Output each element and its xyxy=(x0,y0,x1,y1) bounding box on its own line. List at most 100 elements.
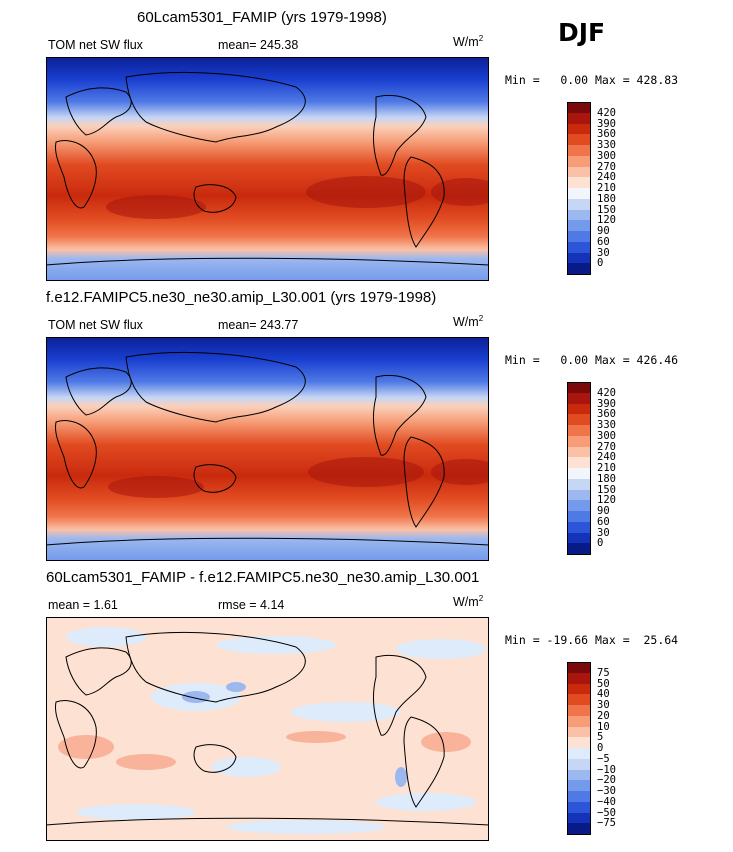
colorbar-tick-label: −75 xyxy=(597,817,616,830)
colorbar-swatch xyxy=(567,198,591,210)
colorbar-swatch xyxy=(567,726,591,738)
colorbar-swatch xyxy=(567,102,591,114)
unit-label: W/m2 xyxy=(453,594,484,610)
colorbar-swatch xyxy=(567,705,591,717)
colorbar-swatch xyxy=(567,769,591,781)
colorbar-tick-label: 420 xyxy=(597,106,616,119)
colorbar-tick-label: 50 xyxy=(597,677,610,690)
colorbar-tick-label: 390 xyxy=(597,397,616,410)
colorbar-tick-label: −30 xyxy=(597,785,616,797)
colorbar-swatch xyxy=(567,231,591,243)
unit-label: W/m2 xyxy=(453,34,484,50)
variable-label: TOM net SW flux xyxy=(48,318,143,332)
colorbar-tick-label: 150 xyxy=(597,203,616,216)
colorbar-tick-label: 90 xyxy=(597,225,610,237)
colorbar-tick-label: 0 xyxy=(597,537,604,550)
colorbar-swatch xyxy=(567,532,591,544)
colorbar-tick-label: 120 xyxy=(597,494,616,507)
colorbar-tick-label: 360 xyxy=(597,128,616,141)
positive-anomalies xyxy=(58,731,471,770)
colorbar-tick-label: 40 xyxy=(597,688,610,701)
colorbar-tick-label: 360 xyxy=(597,408,616,421)
colorbar: 75 50 40 30 20 10 5 0 −5 −10 −20 −30 −40 −50 −75 xyxy=(567,662,616,835)
colorbar-tick-label: 330 xyxy=(597,419,616,431)
colorbar-swatch xyxy=(567,112,591,124)
variable-label: TOM net SW flux xyxy=(48,38,143,52)
colorbar-tick-label: 0 xyxy=(597,742,604,754)
colorbar-swatch xyxy=(567,414,591,426)
colorbar-swatch xyxy=(567,468,591,480)
panel-title: f.e12.FAMIPC5.ne30_ne30.amip_L30.001 (yr… xyxy=(46,289,437,306)
colorbar-tick-label: 30 xyxy=(597,699,610,711)
colorbar-swatch xyxy=(567,500,591,512)
colorbar-swatch xyxy=(567,145,591,157)
colorbar-tick-label: −40 xyxy=(597,795,616,808)
colorbar-swatch xyxy=(567,521,591,533)
colorbar-tick-label: −10 xyxy=(597,763,616,776)
stronger-negative xyxy=(182,682,407,787)
colorbar-swatch xyxy=(567,694,591,706)
colorbar-swatch xyxy=(567,478,591,490)
season-label: DJF xyxy=(558,18,606,47)
colorbar-tick-label: −5 xyxy=(597,752,610,765)
min-max-label: Min = -19.66 Max = 25.64 xyxy=(505,633,679,647)
colorbar-tick-label: 90 xyxy=(597,505,610,517)
map-plot xyxy=(46,617,489,841)
colorbar-swatch xyxy=(567,672,591,684)
colorbar-swatch xyxy=(567,435,591,447)
colorbar-tick-label: 420 xyxy=(597,386,616,399)
colorbar-tick-label: 270 xyxy=(597,440,616,453)
colorbar-tick-label: 300 xyxy=(597,149,616,162)
panel-title: 60Lcam5301_FAMIP (yrs 1979-1998) xyxy=(137,9,387,26)
colorbar-swatch xyxy=(567,263,591,275)
colorbar-swatch xyxy=(567,758,591,770)
dark-bands xyxy=(106,176,489,219)
colorbar: 420 390 360 330 300 270 240 210 180 150 120 90 60 30 0 xyxy=(567,102,616,275)
colorbar-tick-label: 270 xyxy=(597,160,616,173)
colorbar-tick-label: 30 xyxy=(597,526,610,539)
colorbar: 420 390 360 330 300 270 240 210 180 150 120 90 60 30 0 xyxy=(567,382,616,555)
colorbar-swatch xyxy=(567,812,591,824)
colorbar-swatch xyxy=(567,543,591,555)
colorbar-swatch xyxy=(567,737,591,749)
unit-label: W/m2 xyxy=(453,314,484,330)
colorbar-swatch xyxy=(567,134,591,146)
colorbar-tick-label: 330 xyxy=(597,139,616,151)
map-plot xyxy=(46,57,489,281)
colorbar-tick-label: 150 xyxy=(597,483,616,496)
colorbar-swatch xyxy=(567,155,591,167)
colorbar-swatch xyxy=(567,220,591,232)
colorbar-tick-label: 210 xyxy=(597,462,616,474)
panel-title: 60Lcam5301_FAMIP - f.e12.FAMIPC5.ne30_ne… xyxy=(46,569,480,586)
colorbar-swatch xyxy=(567,780,591,792)
colorbar-swatch xyxy=(567,392,591,404)
colorbar-swatch xyxy=(567,511,591,523)
colorbar-swatch xyxy=(567,715,591,727)
rmse-label: rmse = 4.14 xyxy=(218,598,285,612)
colorbar-tick-label: 180 xyxy=(597,472,616,485)
colorbar-swatch xyxy=(567,662,591,674)
colorbar-swatch xyxy=(567,791,591,803)
colorbar-swatch xyxy=(567,446,591,458)
min-max-label: Min = 0.00 Max = 428.83 xyxy=(505,73,679,87)
colorbar-swatch xyxy=(567,382,591,394)
colorbar-tick-label: 240 xyxy=(597,451,616,464)
colorbar-tick-label: −50 xyxy=(597,806,616,819)
mean-label: mean= 243.77 xyxy=(218,318,299,332)
colorbar-tick-label: 120 xyxy=(597,214,616,227)
min-max-label: Min = 0.00 Max = 426.46 xyxy=(505,353,679,367)
colorbar-tick-label: 20 xyxy=(597,709,610,722)
colorbar-tick-label: 60 xyxy=(597,515,610,528)
colorbar-tick-label: 180 xyxy=(597,192,616,205)
colorbar-swatch xyxy=(567,123,591,135)
mean-label: mean = 1.61 xyxy=(48,598,118,612)
colorbar-tick-label: 300 xyxy=(597,429,616,442)
colorbar-swatch xyxy=(567,166,591,178)
colorbar-tick-label: 0 xyxy=(597,257,604,270)
colorbar-swatch xyxy=(567,177,591,189)
colorbar-tick-label: 5 xyxy=(597,731,604,744)
colorbar-swatch xyxy=(567,241,591,253)
coastlines xyxy=(46,352,489,546)
colorbar-swatch xyxy=(567,457,591,469)
colorbar-tick-label: 30 xyxy=(597,246,610,259)
